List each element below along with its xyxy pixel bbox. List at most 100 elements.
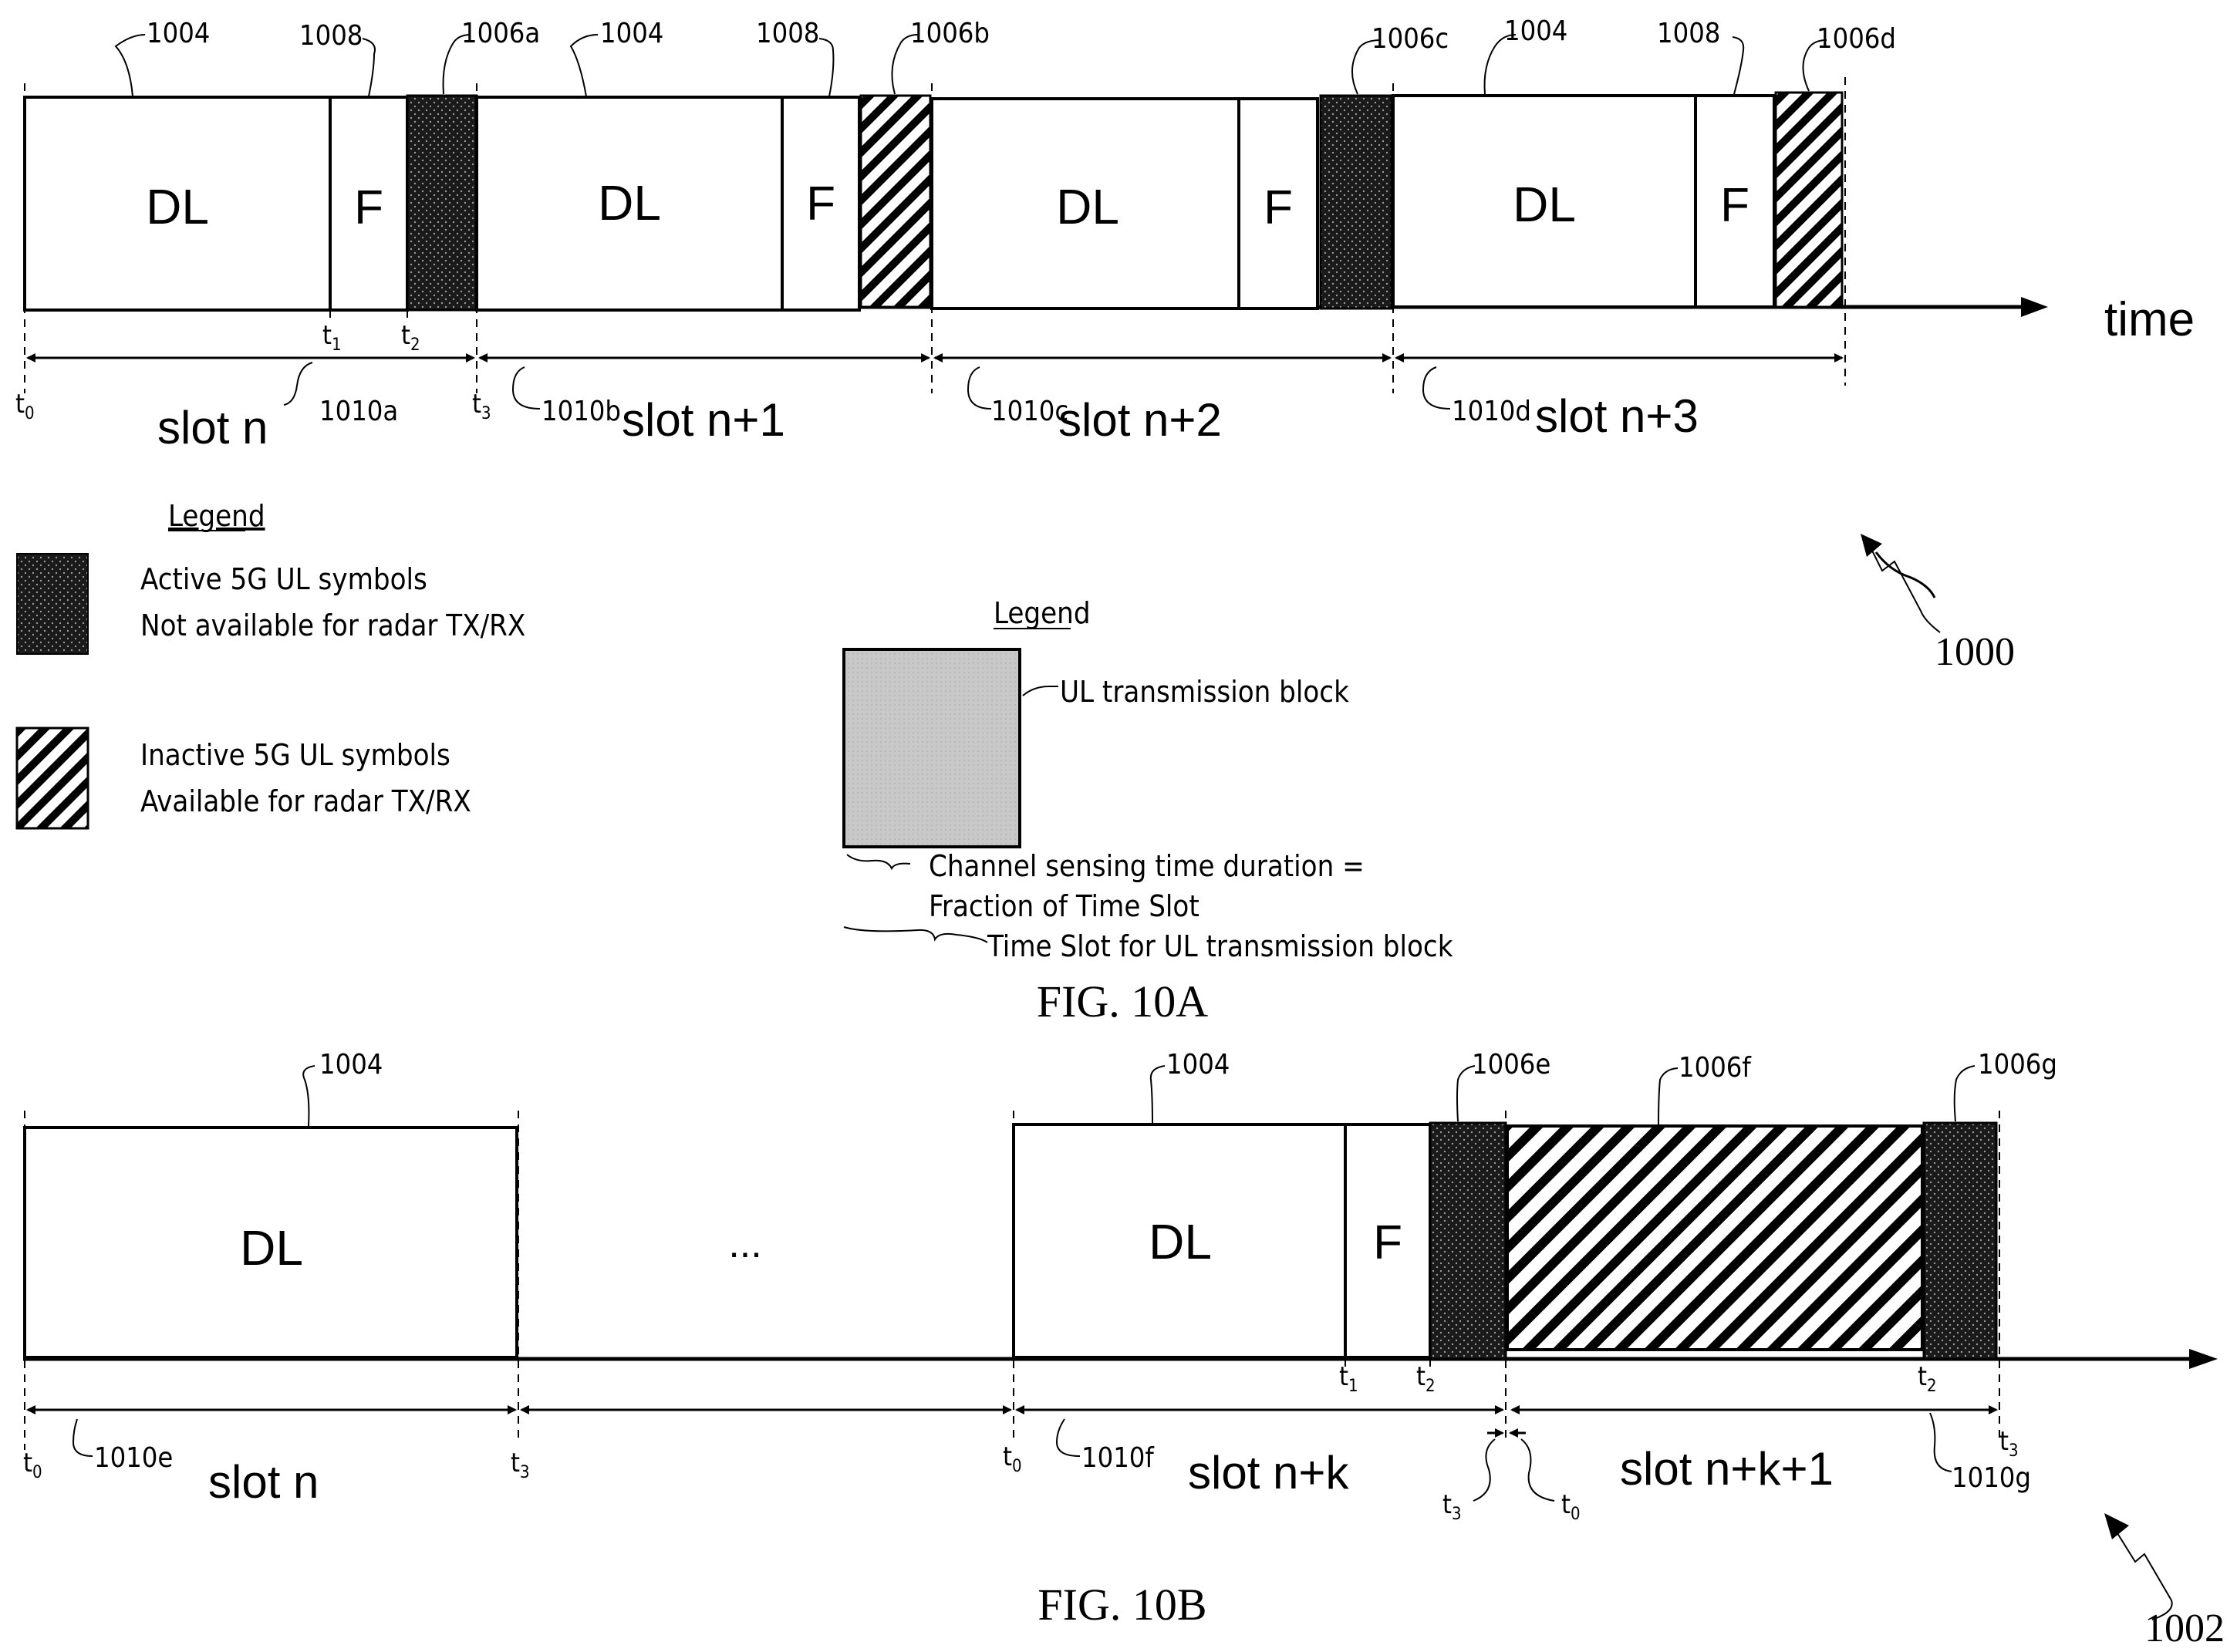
svg-text:1004: 1004	[1166, 1049, 1230, 1081]
slot-label: slot n+k	[1188, 1447, 1349, 1499]
legend-active-text: Not available for radar TX/RX	[140, 609, 525, 642]
ul-transmission-block-swatch	[842, 648, 1021, 848]
svg-text:t2: t2	[401, 320, 420, 355]
svg-text:1004: 1004	[319, 1049, 383, 1081]
f-label: F	[354, 181, 383, 234]
legend-title: Legend	[168, 499, 265, 533]
svg-text:1006g: 1006g	[1978, 1049, 2057, 1081]
active-ul-block-1006a	[406, 94, 478, 312]
svg-text:1008: 1008	[1657, 18, 1720, 49]
time-label: time	[2104, 293, 2195, 346]
flexible-block	[1237, 97, 1319, 310]
slot-label: slot n+1	[622, 394, 785, 446]
dl-label: DL	[1149, 1214, 1212, 1269]
svg-text:t2: t2	[1416, 1361, 1436, 1396]
f-label: F	[1373, 1216, 1402, 1269]
svg-text:1006e: 1006e	[1472, 1049, 1550, 1081]
dl-block	[930, 97, 1240, 310]
slot-label: slot n+2	[1058, 394, 1222, 446]
svg-text:1006a: 1006a	[461, 18, 540, 49]
dl-label: DL	[1513, 177, 1576, 232]
svg-text:1004: 1004	[147, 18, 210, 49]
legend-title: Legend	[994, 596, 1091, 630]
slot-duration-arrows-b	[26, 1405, 1998, 1438]
figure-ref-1000: 1000	[1861, 534, 2015, 674]
dl-label: DL	[240, 1220, 303, 1276]
slot-label: slot n	[157, 402, 268, 453]
ellipsis: ...	[728, 1222, 761, 1266]
svg-text:t0: t0	[23, 1448, 42, 1482]
time-marks-a: t0 t1 t2 t3	[15, 320, 491, 423]
legend-active-swatch	[16, 553, 89, 655]
channel-sensing-text: Fraction of Time Slot	[929, 889, 1199, 923]
legend-inactive-text: Available for radar TX/RX	[140, 784, 471, 818]
dl-block	[23, 96, 332, 312]
inactive-ul-block-1006d	[1774, 91, 1844, 308]
svg-text:1008: 1008	[299, 20, 363, 52]
svg-text:1010d: 1010d	[1452, 396, 1531, 427]
slot-labels-b: slot n slot n+k slot n+k+1	[208, 1443, 1834, 1508]
dl-label: DL	[146, 179, 209, 234]
svg-text:1000: 1000	[1935, 630, 2015, 674]
inactive-ul-block-1006b	[859, 94, 932, 308]
svg-text:1006b: 1006b	[910, 18, 990, 49]
active-ul-block-1006g	[1922, 1121, 1998, 1360]
f-label: F	[806, 177, 835, 231]
slot-refs-a: 1010a 1010b 1010c 1010d	[283, 362, 1531, 427]
svg-text:1010e: 1010e	[94, 1442, 173, 1474]
dl-block	[1012, 1123, 1347, 1359]
svg-text:t3: t3	[1442, 1489, 1462, 1524]
fig-10a: time DL F DL F DL F DL F	[15, 15, 2195, 1027]
slot-labels-a: slot n slot n+1 slot n+2 slot n+3	[157, 390, 1699, 453]
svg-text:t0: t0	[1003, 1441, 1022, 1476]
dl-block	[1392, 94, 1697, 308]
dl-label: DL	[1056, 179, 1119, 234]
legend-inactive-text: Inactive 5G UL symbols	[140, 738, 450, 772]
flexible-block	[781, 96, 861, 312]
svg-text:1006c: 1006c	[1372, 23, 1449, 55]
figure-ref-1002: 1002	[2104, 1513, 2225, 1650]
svg-text:1006f: 1006f	[1679, 1052, 1752, 1084]
svg-text:1006d: 1006d	[1817, 23, 1896, 55]
f-label: F	[1264, 181, 1293, 234]
time-axis-arrowhead	[2189, 1349, 2218, 1369]
legend-inactive-swatch	[15, 727, 89, 830]
slot-boundaries-a	[24, 77, 1846, 393]
dl-block	[475, 96, 784, 312]
svg-text:1008: 1008	[756, 18, 819, 49]
flexible-block	[1694, 94, 1776, 308]
slot-refs-b: 1010e 1010f 1010g	[72, 1412, 2031, 1494]
dl-label: DL	[598, 175, 661, 231]
svg-text:1010g: 1010g	[1952, 1462, 2031, 1494]
svg-text:t1: t1	[322, 320, 342, 355]
time-axis-arrowhead	[2021, 297, 2048, 317]
flexible-block	[1344, 1123, 1432, 1359]
dl-block	[23, 1126, 518, 1359]
svg-text:1004: 1004	[600, 18, 663, 49]
active-ul-block-1006c	[1319, 94, 1393, 310]
time-marks-b: t0 t3 t0 t1 t2 t2 t3 t0 t3	[23, 1361, 2019, 1524]
svg-text:t0: t0	[15, 389, 35, 423]
caption-fig-10b: FIG. 10B	[1038, 1580, 1206, 1630]
svg-text:1010c: 1010c	[991, 396, 1068, 427]
active-ul-block-1006e	[1429, 1121, 1507, 1360]
legend-active-text: Active 5G UL symbols	[140, 562, 427, 596]
slot-label: slot n+k+1	[1620, 1443, 1834, 1495]
svg-text:1002: 1002	[2144, 1606, 2225, 1650]
flexible-block	[329, 96, 409, 312]
f-label: F	[1720, 179, 1749, 232]
svg-text:t3: t3	[511, 1448, 530, 1482]
slot-boundaries-b	[24, 1111, 2000, 1450]
slot-label: slot n+3	[1535, 390, 1699, 442]
svg-text:t3: t3	[472, 389, 491, 423]
block-refs-b: 1004 1004 1006e 1006f 1006g	[302, 1049, 2057, 1127]
caption-fig-10a: FIG. 10A	[1037, 976, 1208, 1027]
fig-10b: DL ... DL F t0	[23, 1049, 2225, 1650]
svg-text:t3: t3	[1999, 1426, 2019, 1461]
inactive-ul-block-1006f	[1506, 1124, 1924, 1351]
ul-transmission-block-label: UL transmission block	[1060, 675, 1349, 709]
legend-center: Legend UL transmission block Channel sen…	[842, 596, 1453, 963]
slot-label: slot n	[208, 1456, 319, 1508]
time-slot-ul-text: Time Slot for UL transmission block	[987, 929, 1453, 963]
